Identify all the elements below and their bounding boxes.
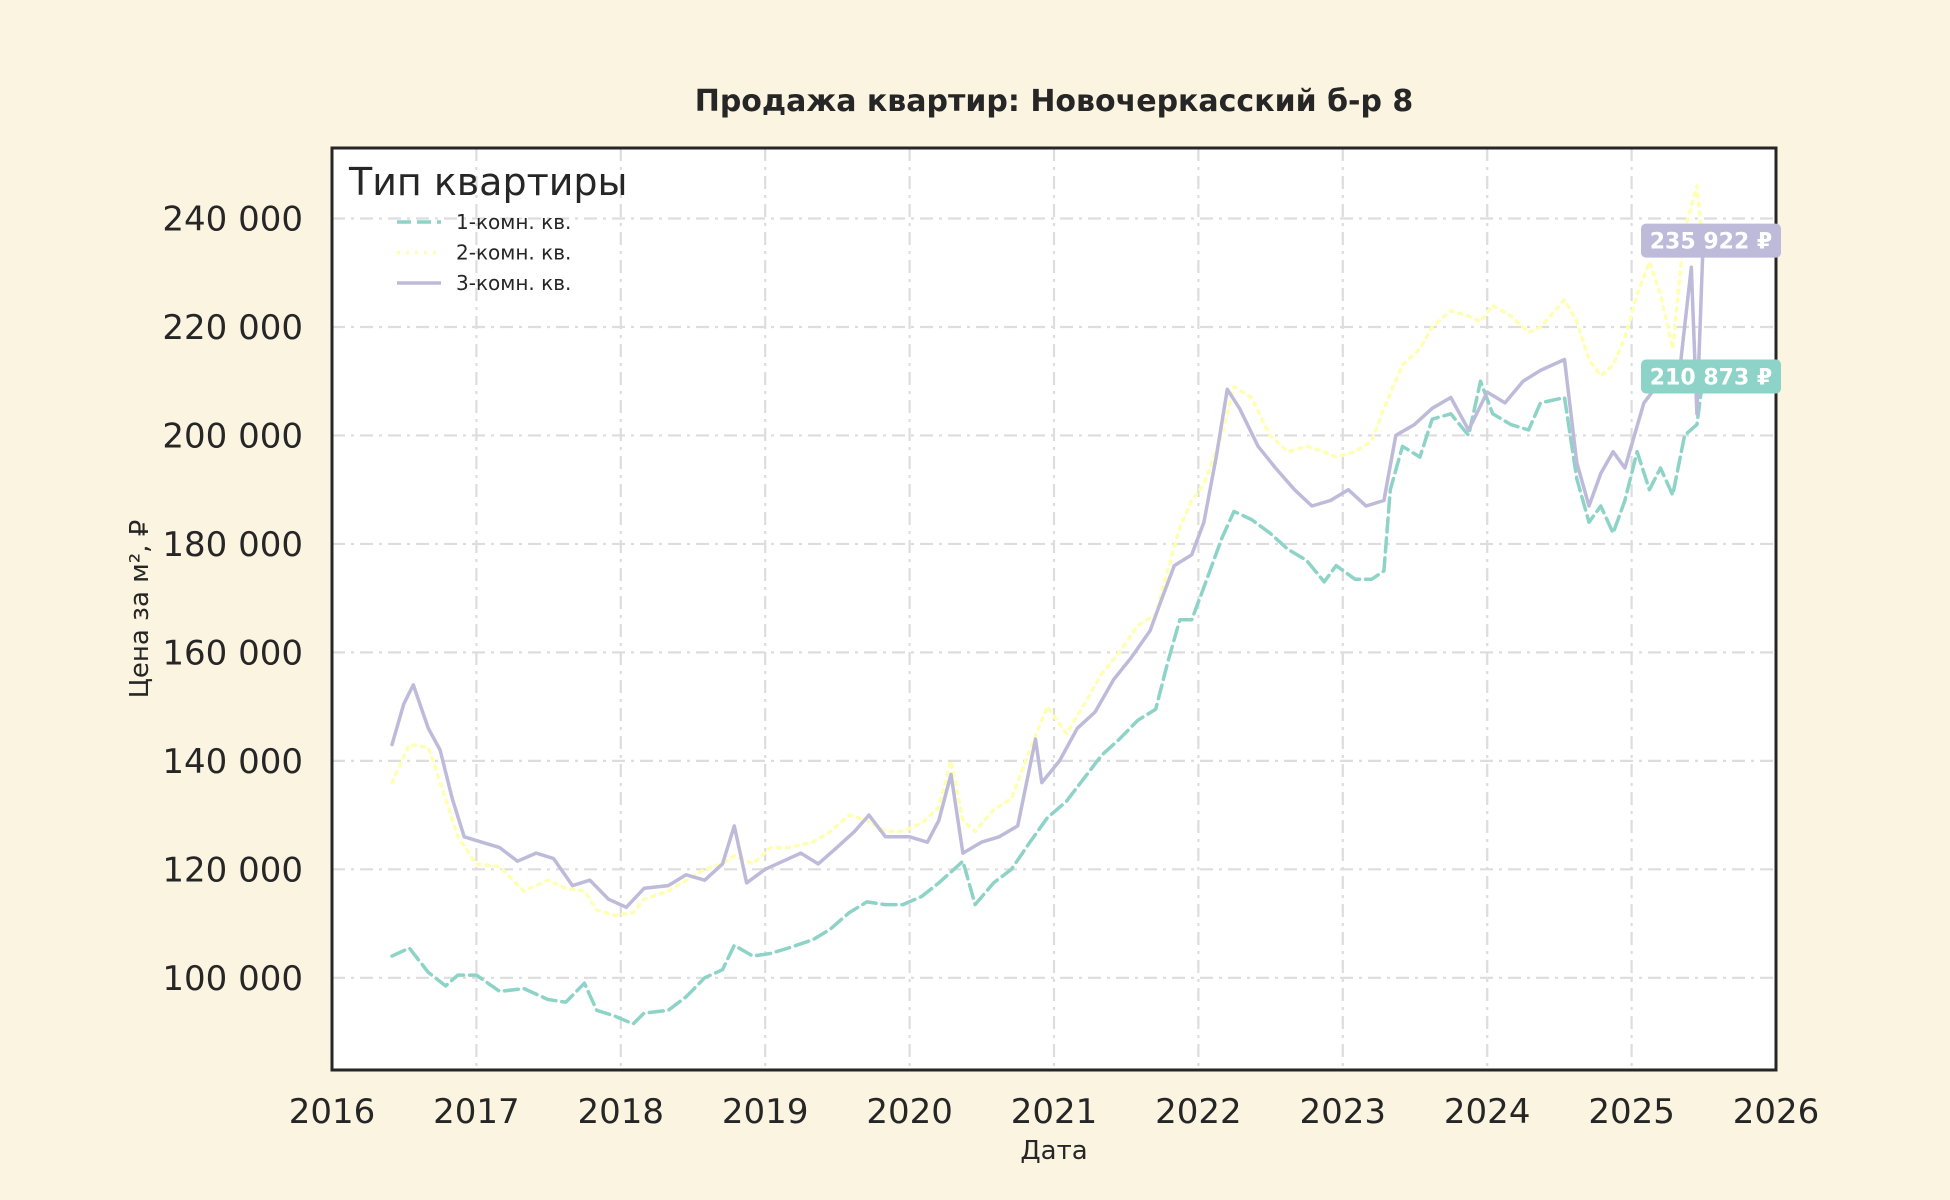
end-label-box: [1641, 223, 1781, 258]
x-tick-label: 2022: [1155, 1092, 1242, 1132]
x-tick-label: 2019: [722, 1092, 809, 1132]
series-line: [390, 238, 1705, 910]
legend: Тип квартиры 1-комн. кв. 2-комн. кв. 3-ком…: [348, 160, 628, 295]
x-tick-label: 2024: [1444, 1092, 1531, 1132]
y-tick-label: 100 000: [162, 959, 303, 999]
x-tick-label: 2023: [1300, 1092, 1387, 1132]
x-tick-label: 2018: [578, 1092, 665, 1132]
y-axis-title: Цена за м², ₽: [125, 520, 155, 699]
end-label-box: [1641, 359, 1781, 394]
x-tick-label: 2026: [1733, 1092, 1820, 1132]
y-tick-label: 240 000: [162, 200, 303, 240]
series-line: [390, 184, 1705, 918]
x-axis-title: Дата: [1020, 1136, 1087, 1166]
end-label-text: 235 922 ₽: [1650, 230, 1772, 255]
legend-label: 2-комн. кв.: [456, 241, 571, 265]
legend-label: 3-комн. кв.: [456, 271, 571, 295]
x-axis-ticks: 2016 2017 2018 2019 2020 2021 2022 2023 2024 2025…: [289, 1092, 1820, 1132]
series-line: [390, 374, 1705, 1026]
end-labels: 210 873 ₽ 235 922 ₽: [1641, 223, 1781, 394]
end-label-text: 210 873 ₽: [1650, 365, 1772, 390]
y-tick-label: 160 000: [162, 633, 303, 673]
legend-label: 1-комн. кв.: [456, 210, 571, 234]
y-tick-label: 220 000: [162, 308, 303, 348]
plot-frame: [330, 146, 1778, 1072]
chart-title: Продажа квартир: Новочеркасский б-р 8: [695, 84, 1414, 119]
y-tick-label: 200 000: [162, 416, 303, 456]
x-tick-label: 2021: [1011, 1092, 1098, 1132]
legend-items: 1-комн. кв. 2-комн. кв. 3-комн. кв.: [397, 210, 571, 295]
y-axis-ticks: 100 000 120 000 140 000 160 000 180 000 200 0…: [162, 200, 303, 999]
x-tick-label: 2025: [1588, 1092, 1675, 1132]
legend-title: Тип квартиры: [348, 160, 628, 204]
y-tick-label: 180 000: [162, 525, 303, 565]
x-tick-label: 2020: [866, 1092, 953, 1132]
series-layer: [390, 184, 1705, 1026]
y-tick-label: 120 000: [162, 850, 303, 890]
x-tick-label: 2017: [433, 1092, 520, 1132]
x-tick-label: 2016: [289, 1092, 376, 1132]
y-tick-label: 140 000: [162, 742, 303, 782]
